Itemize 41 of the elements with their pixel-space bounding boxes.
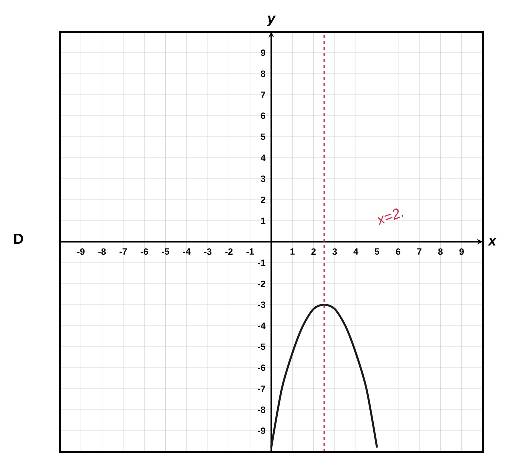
line-series xyxy=(270,304,378,449)
x-tick-label: -2 xyxy=(226,248,233,255)
y-tick-label: -7 xyxy=(258,386,266,392)
y-tick-label: -1 xyxy=(258,260,266,266)
x-tick-label: -8 xyxy=(98,248,106,256)
x-tick-label: 5 xyxy=(375,248,380,255)
y-tick-label: 1 xyxy=(261,218,266,224)
y-tick-label: 5 xyxy=(261,134,266,140)
x-tick-label: -4 xyxy=(183,248,191,255)
y-tick-label: 6 xyxy=(261,112,266,120)
y-tick-label: -9 xyxy=(258,428,266,434)
text: D xyxy=(14,234,24,244)
y-tick-label: -3 xyxy=(258,302,266,308)
y-tick-label: 9 xyxy=(261,50,266,56)
y-tick-label: 8 xyxy=(261,70,266,78)
x-tick-label: 3 xyxy=(332,248,338,256)
y-tick-label: -4 xyxy=(258,322,266,330)
x-tick-label: 7 xyxy=(417,248,422,255)
x-axis-title: x xyxy=(488,238,498,246)
x-tick-label: -1 xyxy=(246,248,254,255)
y-tick-label: -2 xyxy=(258,280,266,288)
x-tick-label: 6 xyxy=(396,248,401,256)
y-tick-label: -5 xyxy=(258,344,266,350)
y-tick-label: -8 xyxy=(258,406,266,414)
y-tick-label: 7 xyxy=(261,92,266,98)
x-tick-label: 2 xyxy=(312,248,316,255)
y-tick-label: 2 xyxy=(261,196,266,204)
y-axis-title: y xyxy=(266,16,276,26)
y-tick-label: 3 xyxy=(261,176,266,182)
x-tick-label: 1 xyxy=(290,248,295,255)
y-tick-label: -6 xyxy=(258,364,266,372)
x-tick-label: 8 xyxy=(438,248,443,256)
x-tick-label: -3 xyxy=(204,248,212,256)
x-tick-label: 4 xyxy=(354,248,359,255)
x-tick-label: -9 xyxy=(78,248,85,256)
ref-line-label: x=2. xyxy=(378,208,404,226)
x-tick-label: -7 xyxy=(120,248,128,255)
y-tick-label: 4 xyxy=(260,154,266,162)
x-tick-label: -5 xyxy=(162,248,170,255)
x-tick-label: 9 xyxy=(460,248,464,256)
x-tick-label: -6 xyxy=(140,248,148,256)
